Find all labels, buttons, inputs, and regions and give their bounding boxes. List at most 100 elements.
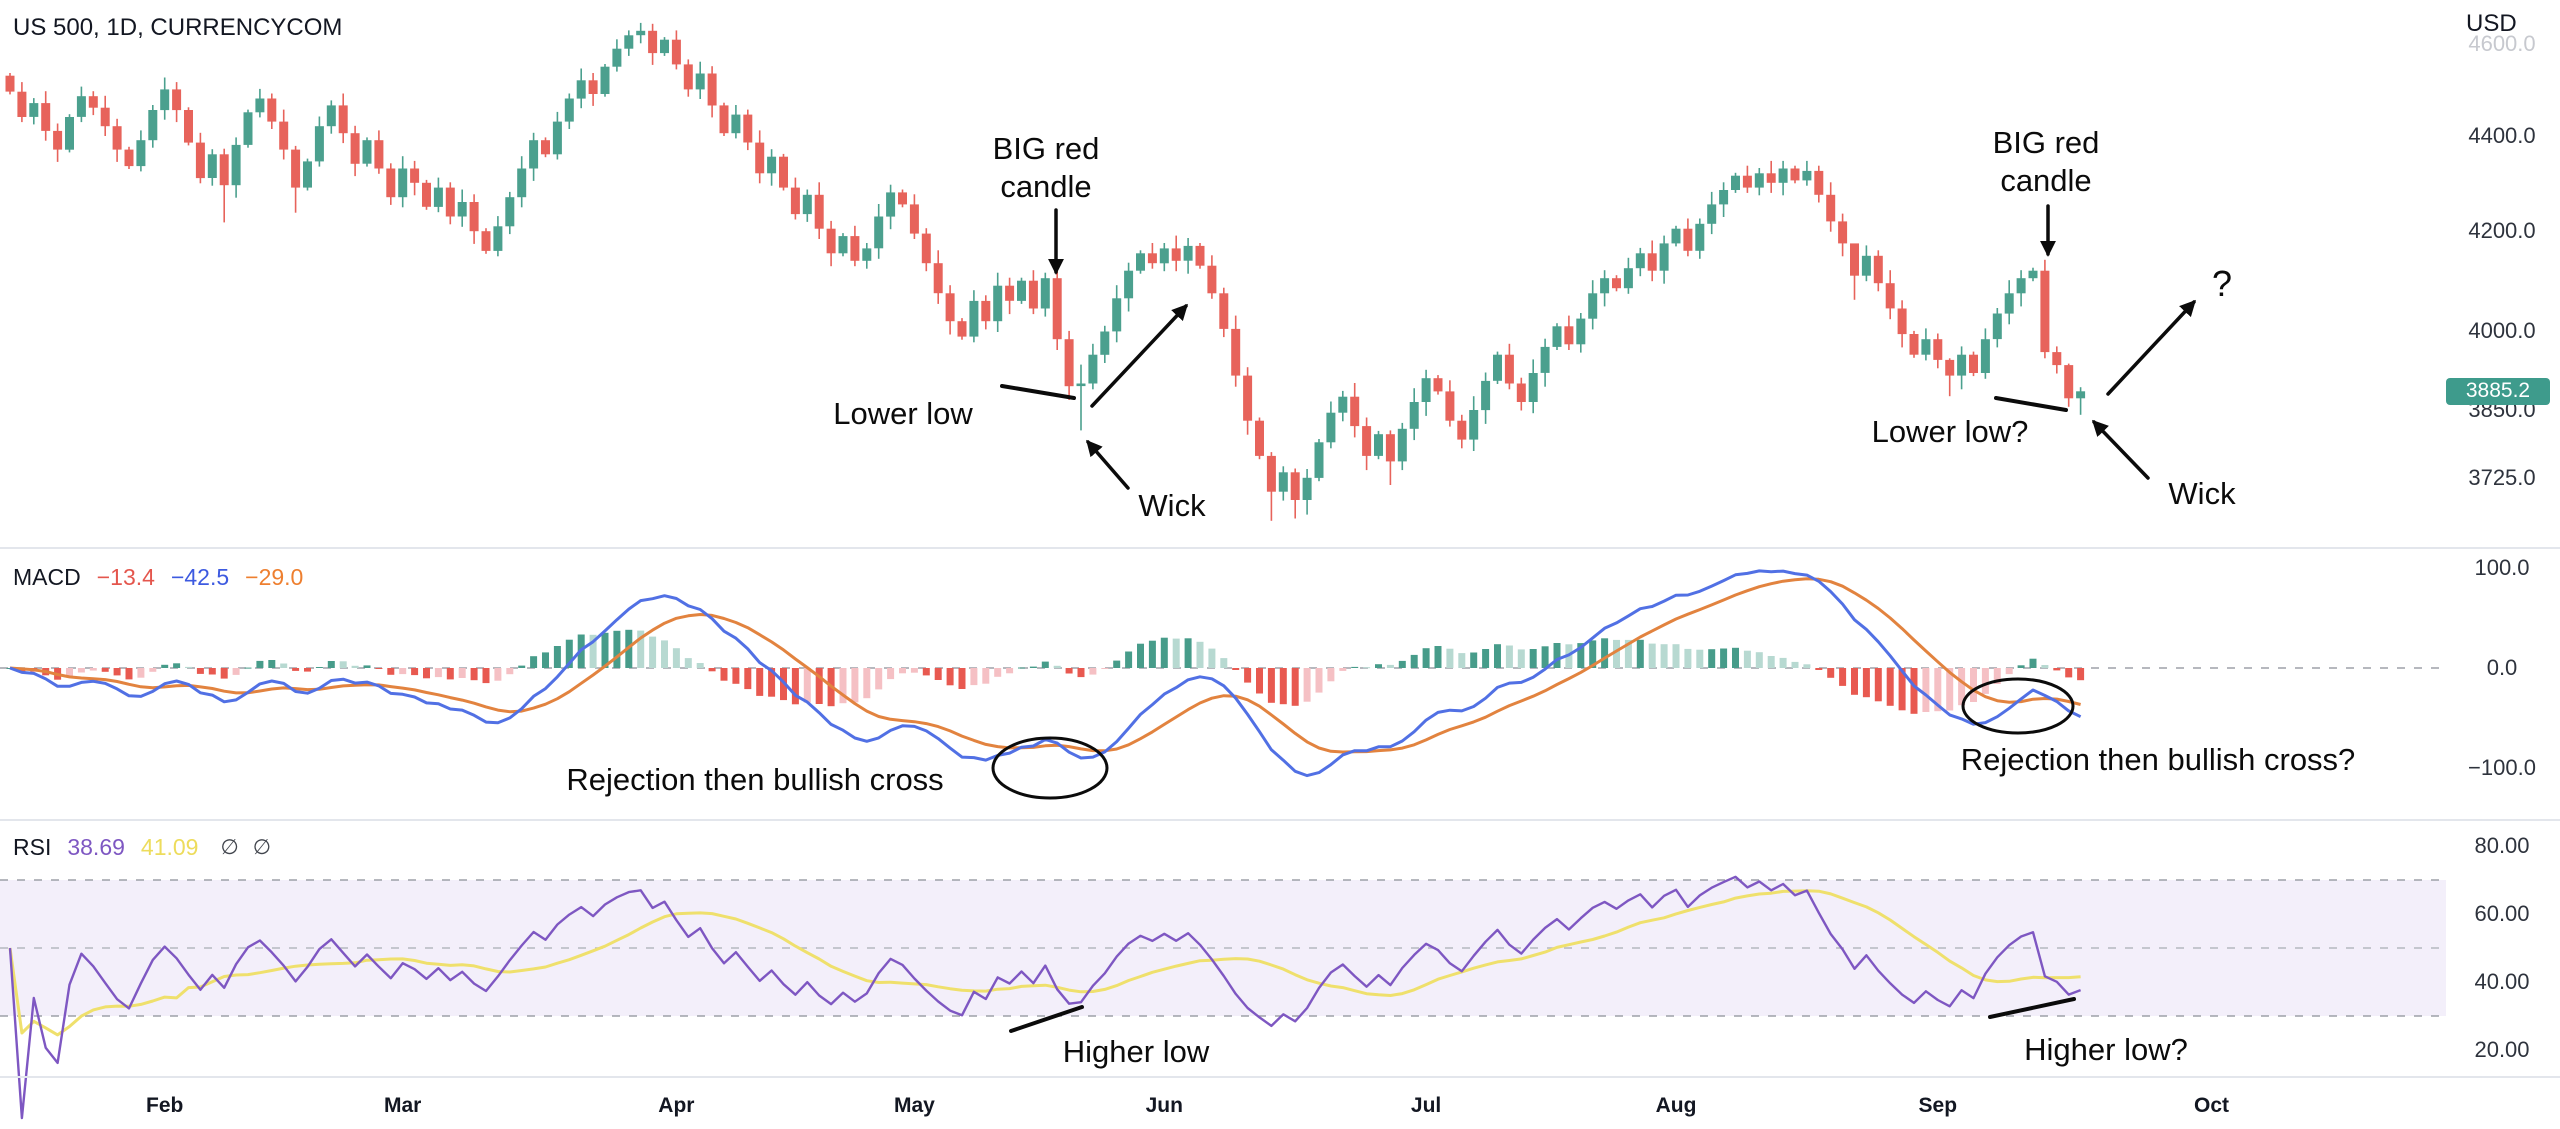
candle-body (1064, 339, 1074, 387)
macd-histogram-bar (1267, 668, 1275, 703)
candle-body (909, 204, 919, 234)
macd-histogram-bar (934, 668, 942, 680)
candle-body (731, 114, 741, 134)
macd-histogram-bar (1601, 638, 1609, 668)
candle-body (1588, 293, 1598, 319)
macd-histogram-bar (553, 646, 561, 668)
candle-body (1290, 472, 1300, 500)
candle-body (17, 91, 27, 117)
macd-histogram-bar (1755, 652, 1763, 668)
macd-histogram-bar (1743, 650, 1751, 668)
macd-histogram-bar (434, 668, 442, 678)
candle-body (576, 80, 586, 99)
candle-body (850, 236, 860, 261)
macd-histogram-bar (423, 668, 430, 679)
candle-body (195, 142, 205, 179)
macd-histogram-bar (1041, 661, 1049, 668)
candle-body (1980, 339, 1990, 373)
candle-body (1171, 248, 1181, 261)
candle-body (374, 140, 384, 169)
candle-body (1302, 477, 1312, 500)
candle-body (1493, 354, 1502, 381)
candle-body (1814, 170, 1824, 195)
candle-body (1850, 243, 1859, 276)
macd-histogram-bar (292, 668, 300, 671)
candle-body (481, 231, 491, 251)
candle-body (1719, 190, 1729, 205)
candle-body (1612, 278, 1621, 289)
candle-body (683, 64, 693, 90)
candle-body (981, 300, 991, 322)
macd-histogram-bar (1208, 648, 1216, 668)
candle-body (1362, 426, 1372, 456)
candle-body (279, 121, 289, 150)
candle-body (2064, 365, 2074, 399)
macd-histogram-bar (1517, 649, 1525, 668)
macd-pane[interactable] (0, 569, 2446, 778)
macd-histogram-bar (1327, 668, 1335, 682)
macd-histogram-bar (363, 665, 371, 668)
candle-body (1623, 268, 1633, 289)
macd-histogram-bar (1244, 668, 1252, 683)
candle-body (255, 98, 265, 113)
macd-histogram-bar (101, 668, 109, 672)
candle-body (100, 107, 110, 127)
candle-body (1255, 420, 1264, 456)
macd-histogram-bar (1934, 668, 1942, 712)
candle-body (53, 130, 63, 150)
macd-histogram-bar (1946, 668, 1954, 711)
candle-body (2052, 352, 2062, 366)
candle-body (1659, 243, 1669, 271)
candle-body (1100, 331, 1110, 355)
candle-body (76, 96, 86, 117)
candle-body (1873, 255, 1883, 284)
macd-histogram-bar (1125, 651, 1133, 668)
macd-histogram-bar (1958, 668, 1966, 706)
candle-body (517, 168, 527, 198)
macd-histogram-bar (1732, 647, 1739, 668)
candle-body (207, 154, 217, 178)
macd-histogram-bar (1827, 668, 1835, 678)
candle-body (1540, 346, 1550, 373)
candle-body (184, 110, 193, 143)
question-mark-arrow (2106, 299, 2196, 396)
price-pane[interactable] (5, 22, 2086, 521)
macd-histogram-bar (1029, 666, 1037, 668)
candle-body (1243, 375, 1253, 421)
macd-histogram-bar (446, 668, 454, 680)
candle-body (790, 187, 800, 215)
macd-histogram-bar (220, 668, 228, 679)
candle-body (1350, 396, 1360, 427)
candle-body (2004, 293, 2014, 314)
macd-histogram-bar (887, 668, 895, 680)
candle-body (469, 202, 479, 232)
macd-histogram-bar (1910, 668, 1918, 714)
candle-body (41, 103, 51, 131)
macd-histogram-bar (1672, 644, 1680, 668)
candle-body (172, 89, 182, 111)
macd-histogram-bar (2041, 665, 2049, 668)
macd-histogram-bar (256, 660, 264, 668)
macd-histogram-bar (185, 666, 192, 668)
higher-low-right-line (1988, 997, 2076, 1019)
macd-histogram-bar (66, 668, 73, 678)
macd-histogram-bar (1339, 668, 1347, 671)
macd-histogram-bar (1898, 668, 1906, 711)
macd-histogram-bar (1018, 667, 1025, 669)
candle-body (1528, 373, 1538, 402)
macd-histogram-bar (399, 668, 407, 675)
candle-body (1969, 354, 1978, 373)
macd-histogram-bar (899, 668, 906, 674)
rsi-pane[interactable] (0, 875, 2446, 1120)
macd-histogram-bar (1815, 668, 1823, 670)
macd-histogram-bar (1720, 648, 1728, 668)
macd-histogram-bar (196, 668, 204, 674)
macd-histogram-bar (482, 668, 490, 684)
candle-body (1552, 326, 1562, 347)
macd-histogram-bar (280, 663, 288, 668)
candle-body (291, 149, 301, 188)
candle-body (695, 73, 705, 90)
macd-histogram-bar (304, 668, 311, 672)
macd-histogram-bar (649, 636, 657, 668)
